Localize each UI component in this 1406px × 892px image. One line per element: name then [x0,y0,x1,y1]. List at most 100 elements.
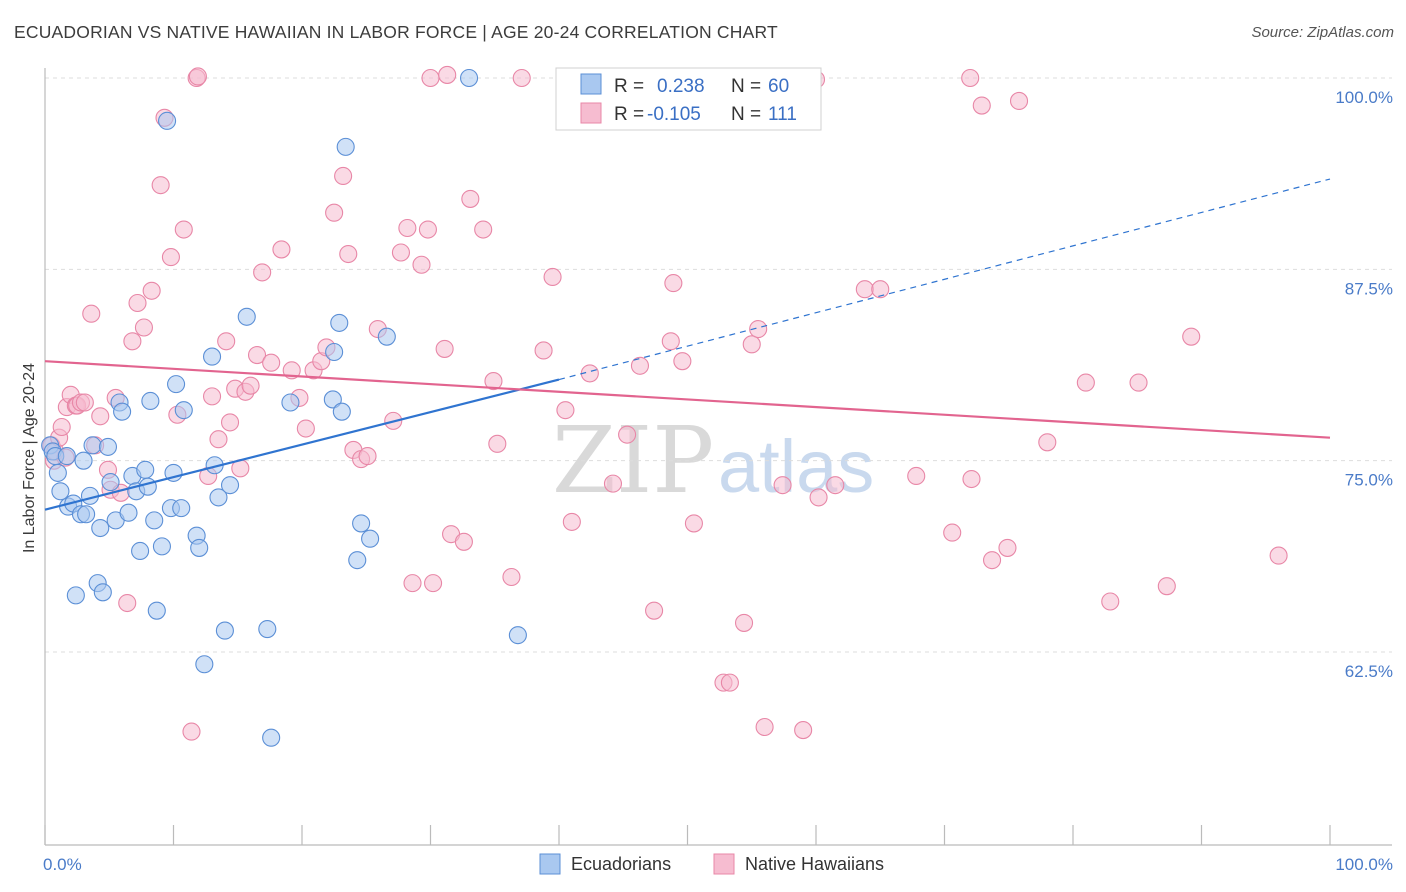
legend-swatch-ecuadorians [580,73,602,95]
native-hawaiians-point-102 [998,538,1017,557]
native-hawaiians-point-11 [75,393,94,412]
ecuadorians-point-48 [262,728,281,747]
ecuadorians-point-5 [57,447,76,466]
ecuadorians-point-16 [93,583,112,602]
bottom-legend: Ecuadorians Native Hawaiians [539,853,884,875]
x-tick-label-0: 0.0% [43,855,82,874]
bottom-legend-label-native-hawaiians: Native Hawaiians [745,854,884,874]
x-tick-labels: 0.0% 100.0% [43,855,1393,874]
native-hawaiians-point-112 [188,67,207,86]
native-hawaiians-point-14 [91,407,110,426]
native-hawaiians-point-35 [220,413,240,432]
ecuadorians-point-25 [131,541,150,561]
native-hawaiians-point-34 [217,332,236,351]
native-hawaiians-point-87 [720,673,739,692]
native-hawaiians-point-103 [1009,91,1029,111]
ecuadorians-trend-extension [558,178,1331,381]
ecuadorians-point-3 [48,463,67,482]
native-hawaiians-point-61 [412,255,431,274]
native-hawaiians-point-60 [403,574,422,593]
native-hawaiians-point-64 [435,339,454,358]
ecuadorians-point-56 [352,514,371,533]
bottom-legend-swatch-native-hawaiians [713,853,735,875]
native-hawaiians-point-40 [247,346,267,365]
ecuadorians-point-44 [215,621,234,640]
native-hawaiians-point-72 [512,68,531,88]
gridlines [45,77,1392,653]
native-hawaiians-point-62 [418,220,437,239]
native-hawaiians-point-52 [339,244,358,264]
native-hawaiians-point-58 [391,243,410,262]
native-hawaiians-point-110 [1269,546,1288,565]
native-hawaiians-point-26 [161,248,180,267]
native-hawaiians-point-4 [52,417,71,437]
ecuadorians-point-30 [147,601,166,620]
native-hawaiians-point-68 [474,220,493,239]
y-tick-labels: 100.0% 87.5% 75.0% 62.5% [1335,88,1393,681]
native-hawaiians-point-29 [182,722,201,741]
ecuadorians-point-43 [209,488,228,507]
native-hawaiians-points [42,65,1288,741]
legend-box: R = 0.238 N = 60 R = -0.105 N = 111 [555,67,822,131]
watermark: ZIP atlas [552,407,874,514]
ecuadorians-point-41 [203,347,222,366]
bottom-legend-label-ecuadorians: Ecuadorians [571,854,671,874]
native-hawaiians-point-100 [962,469,981,489]
native-hawaiians-point-105 [1076,373,1095,392]
native-hawaiians-point-66 [454,532,473,551]
legend-r-label-native-hawaiians: R = [614,104,644,125]
native-hawaiians-point-19 [118,593,137,613]
y-tick-label-3: 62.5% [1345,662,1393,681]
trend-lines [44,178,1331,511]
native-hawaiians-point-92 [773,476,792,495]
native-hawaiians-point-41 [253,263,272,282]
native-hawaiians-trend-line [44,360,1331,439]
native-hawaiians-point-85 [684,514,703,533]
native-hawaiians-point-90 [749,319,768,339]
ecuadorians-point-39 [190,538,209,557]
legend-r-value-native-hawaiians: -0.105 [647,104,701,125]
native-hawaiians-point-109 [1182,327,1201,346]
native-hawaiians-point-28 [174,220,193,239]
native-hawaiians-point-78 [603,474,623,493]
ecuadorians-point-55 [348,551,367,570]
native-hawaiians-point-84 [673,352,692,371]
y-tick-label-0: 100.0% [1335,88,1393,107]
native-hawaiians-point-107 [1129,373,1148,392]
ecuadorians-point-54 [336,137,355,156]
native-hawaiians-point-113 [438,65,457,84]
native-hawaiians-point-50 [325,203,344,222]
native-hawaiians-point-32 [203,387,222,406]
ecuadorians-point-22 [119,503,138,522]
y-tick-label-1: 87.5% [1345,279,1393,298]
native-hawaiians-point-94 [809,488,828,507]
native-hawaiians-point-12 [82,304,101,323]
ecuadorians-point-45 [220,476,240,495]
native-hawaiians-point-46 [296,419,315,438]
native-hawaiians-point-98 [907,466,926,486]
native-hawaiians-point-82 [661,332,680,351]
ecuadorians-point-49 [281,393,300,412]
ecuadorians-point-21 [113,402,132,421]
native-hawaiians-point-99 [943,523,962,542]
ecuadorians-point-17 [98,437,118,456]
native-hawaiians-point-96 [855,280,874,299]
ecuadorians-point-35 [167,375,186,394]
native-hawaiians-point-73 [534,341,553,360]
native-hawaiians-point-51 [334,166,353,186]
native-hawaiians-point-24 [151,176,170,195]
ecuadorians-point-29 [145,511,164,530]
ecuadorians-point-4 [51,482,70,501]
native-hawaiians-point-108 [1157,577,1176,596]
native-hawaiians-point-114 [961,68,980,88]
native-hawaiians-point-21 [128,293,147,313]
legend-n-value-ecuadorians: 60 [768,76,789,97]
ecuadorians-point-52 [330,313,349,332]
ecuadorians-point-15 [91,518,110,538]
ecuadorians-point-8 [66,586,85,605]
native-hawaiians-point-23 [142,281,161,300]
native-hawaiians-point-116 [421,68,440,88]
ecuadorians-point-47 [258,619,277,639]
native-hawaiians-point-106 [1101,592,1120,611]
